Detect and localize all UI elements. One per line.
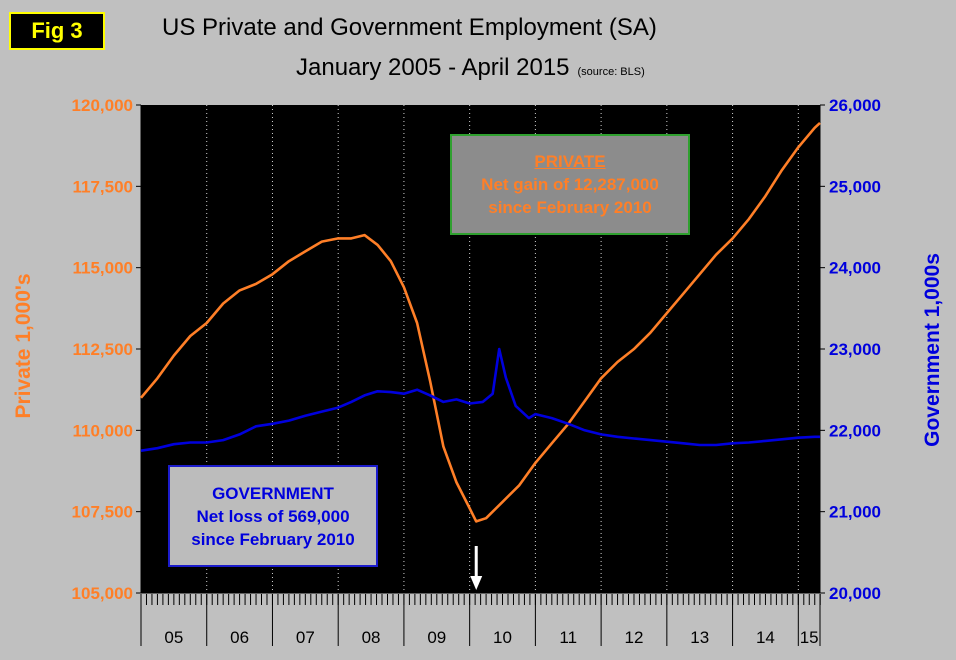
x-tick-label: 14 (756, 628, 775, 647)
series-line-government (140, 347, 820, 452)
y-left-tick-label: 110,000 (72, 421, 133, 440)
x-tick-label: 11 (559, 628, 577, 647)
y-axis-left-label: Private 1,000's (12, 273, 35, 419)
x-tick-label: 07 (296, 628, 315, 647)
chart-subtitle: January 2005 - April 2015 (296, 54, 570, 81)
y-left-tick-label: 105,000 (72, 584, 133, 603)
government-annotation-heading: GOVERNMENT (212, 483, 334, 503)
x-tick-label: 15 (800, 628, 819, 647)
x-tick-label: 09 (427, 628, 446, 647)
chart-title: US Private and Government Employment (SA… (162, 14, 657, 41)
y-left-tick-label: 120,000 (72, 96, 133, 115)
government-annotation: GOVERNMENT Net loss of 569,000 since Feb… (168, 465, 378, 567)
x-tick-label: 05 (164, 628, 183, 647)
series-line-private (140, 121, 821, 523)
x-tick-label: 13 (690, 628, 709, 647)
y-left-tick-label: 107,500 (72, 503, 133, 522)
private-annotation: PRIVATE Net gain of 12,287,000 since Feb… (450, 134, 690, 235)
x-tick-label: 10 (493, 628, 512, 647)
chart-subtitle-row: January 2005 - April 2015 (source: BLS) (296, 54, 645, 82)
government-annotation-line2: since February 2010 (191, 529, 355, 549)
y-right-tick-label: 22,000 (829, 421, 881, 440)
y-right-tick-label: 20,000 (829, 584, 881, 603)
private-annotation-line2: since February 2010 (488, 198, 652, 217)
private-annotation-line1: Net gain of 12,287,000 (481, 175, 659, 194)
x-tick-label: 12 (625, 628, 644, 647)
y-left-tick-label: 115,000 (72, 259, 133, 278)
y-right-tick-label: 23,000 (829, 340, 881, 359)
y-left-tick-label: 112,500 (72, 340, 133, 359)
y-right-tick-label: 26,000 (829, 96, 881, 115)
marker-arrow-head (470, 576, 483, 590)
government-annotation-line1: Net loss of 569,000 (196, 506, 350, 526)
y-right-tick-label: 25,000 (829, 177, 881, 196)
y-right-tick-label: 24,000 (829, 259, 881, 278)
source-note: (source: BLS) (577, 66, 645, 78)
y-axis-right-label: Government 1,000s (921, 253, 944, 447)
y-left-tick-label: 117,500 (72, 177, 133, 196)
fig-badge: Fig 3 (9, 12, 105, 50)
y-right-tick-label: 21,000 (829, 503, 881, 522)
private-annotation-heading: PRIVATE (534, 152, 606, 171)
x-tick-label: 06 (230, 628, 249, 647)
x-tick-label: 08 (362, 628, 381, 647)
